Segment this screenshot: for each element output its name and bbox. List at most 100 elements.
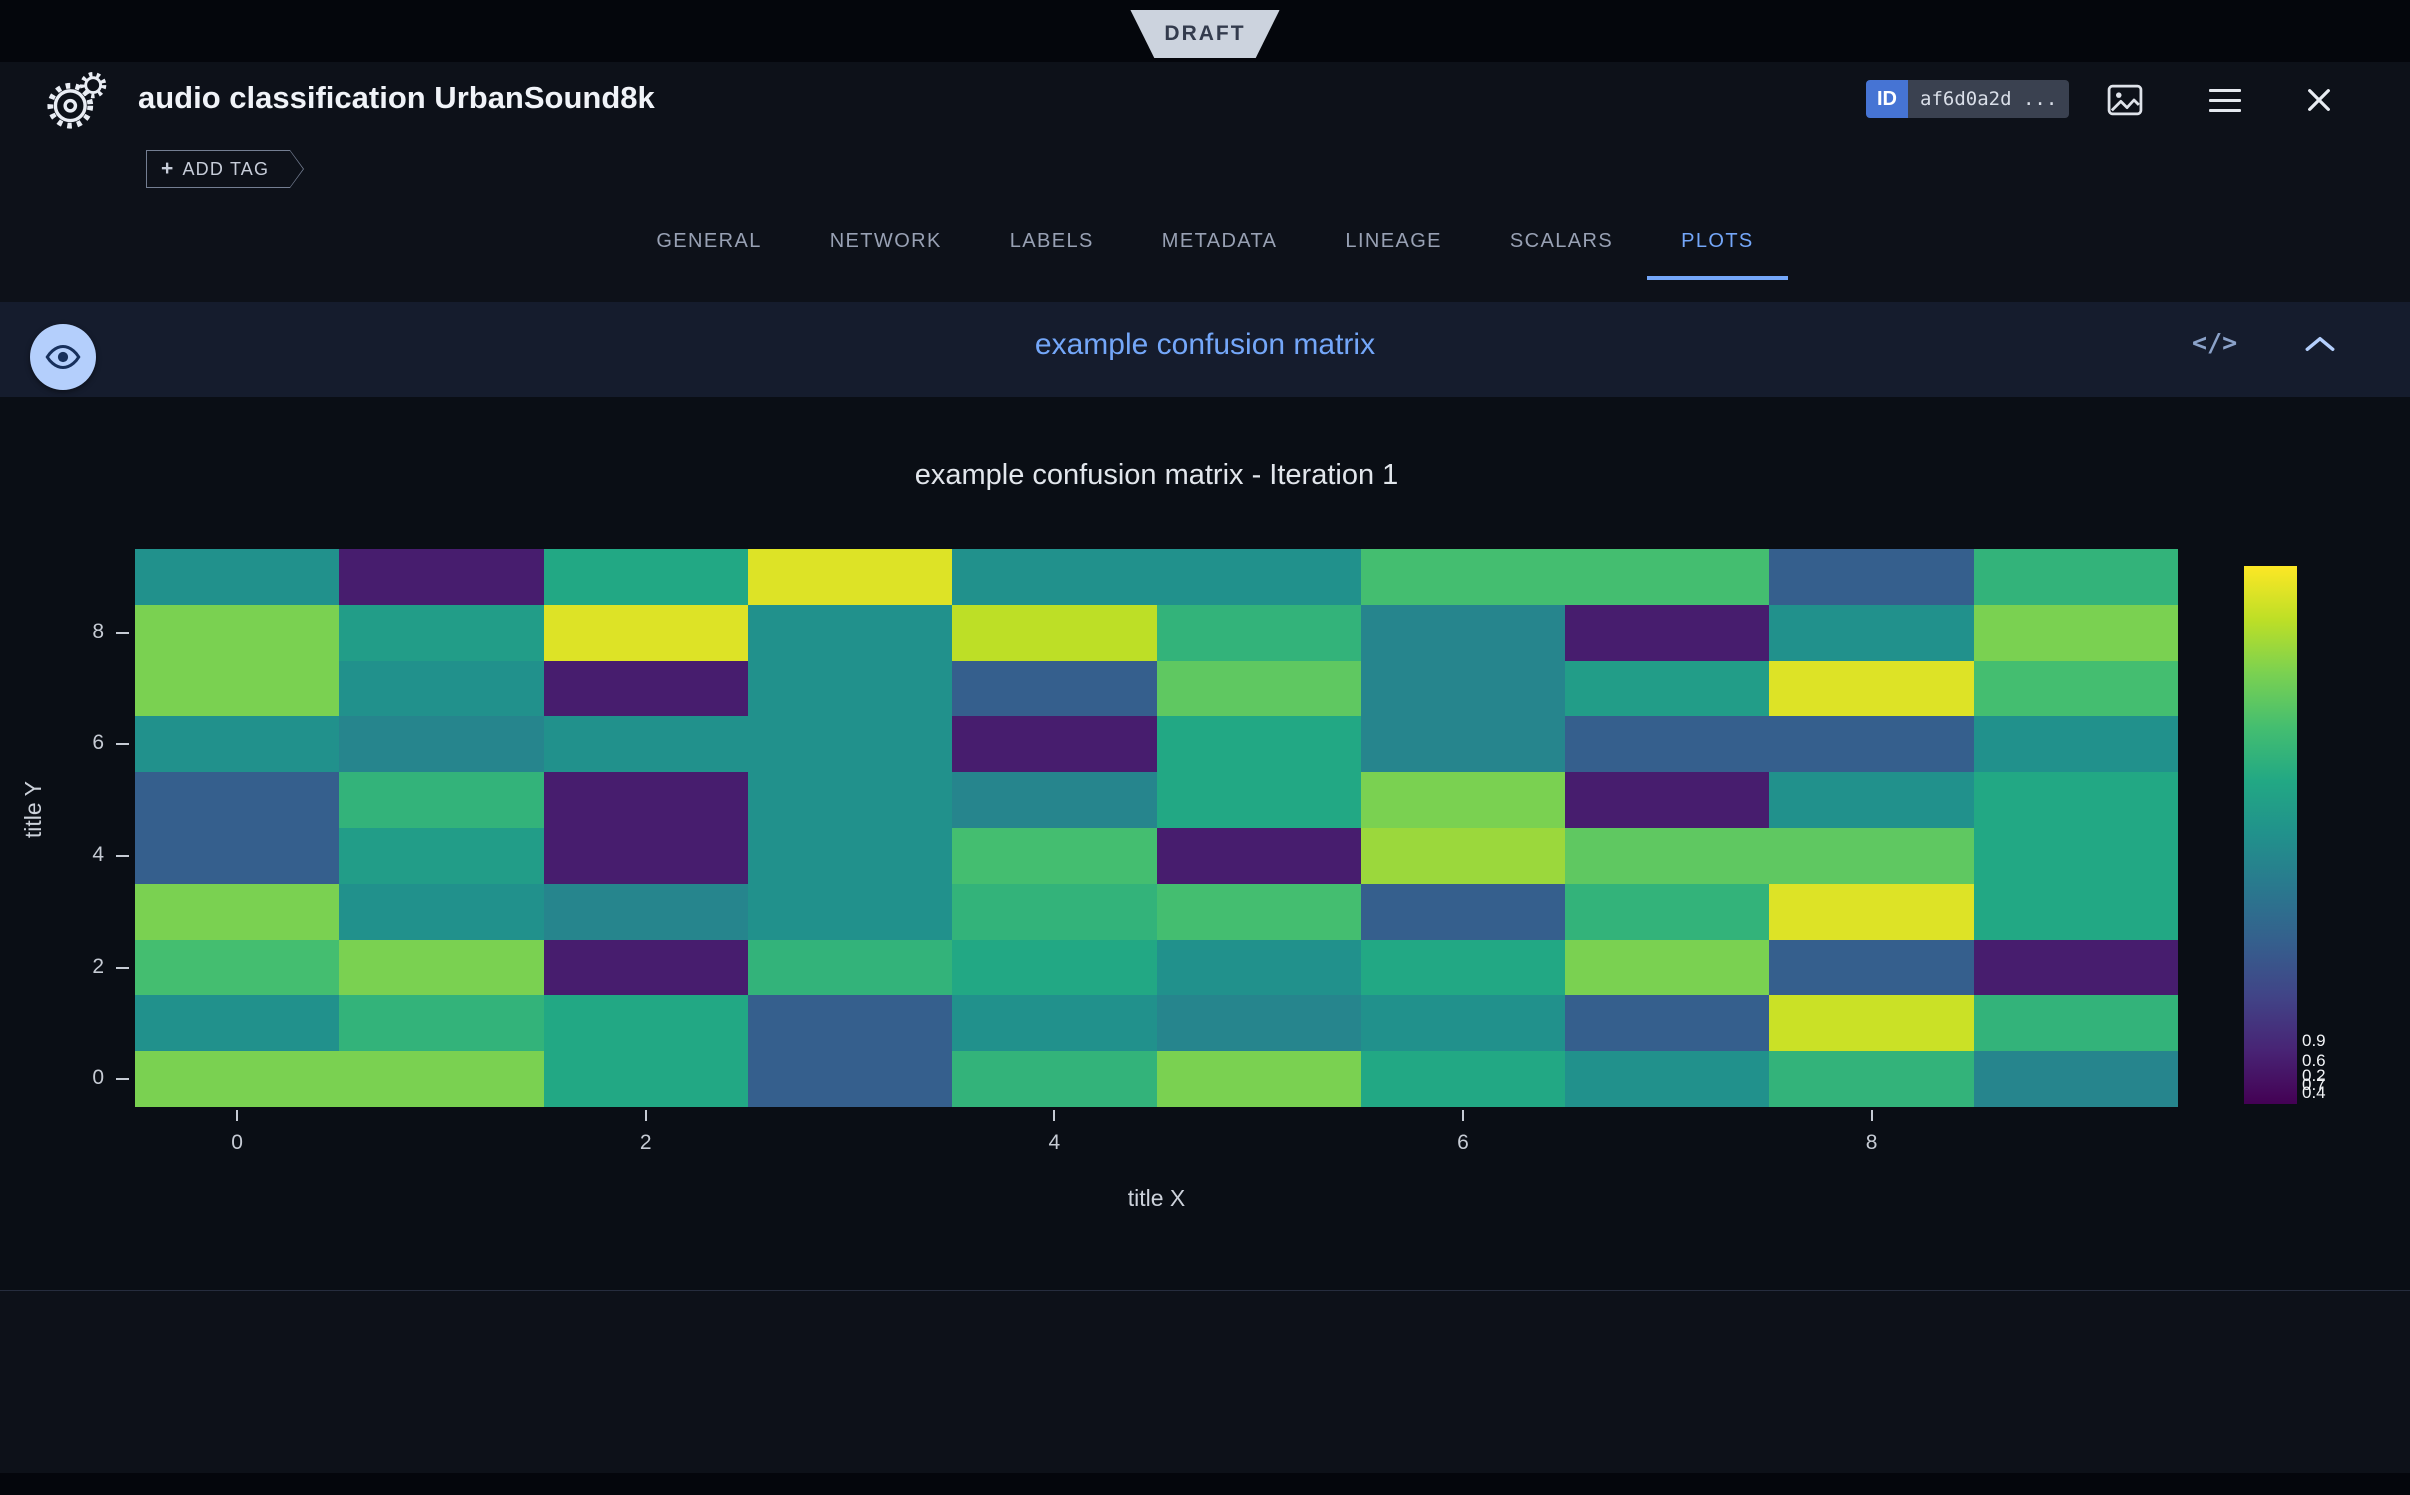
close-icon[interactable] <box>2298 82 2340 118</box>
heatmap-cell[interactable] <box>952 549 1157 605</box>
chevron-up-icon[interactable] <box>2303 334 2337 359</box>
heatmap-cell[interactable] <box>1360 1051 1566 1107</box>
heatmap-cell[interactable] <box>1156 995 1361 1052</box>
heatmap-cell[interactable] <box>747 883 953 940</box>
heatmap-cell[interactable] <box>543 827 748 884</box>
heatmap-cell[interactable] <box>747 827 953 884</box>
heatmap-cell[interactable] <box>339 1051 544 1107</box>
tab-scalars[interactable]: SCALARS <box>1509 229 1614 252</box>
heatmap-cell[interactable] <box>1769 549 1974 605</box>
heatmap-cell[interactable] <box>339 827 544 884</box>
heatmap-cell[interactable] <box>1973 716 2178 773</box>
heatmap-cell[interactable] <box>1973 549 2178 605</box>
plot-section-title[interactable]: example confusion matrix <box>1034 328 1376 361</box>
heatmap-cell[interactable] <box>1769 827 1974 884</box>
tab-lineage[interactable]: LINEAGE <box>1345 229 1442 252</box>
heatmap-cell[interactable] <box>952 827 1157 884</box>
heatmap-cell[interactable] <box>1360 883 1566 940</box>
tab-network[interactable]: NETWORK <box>829 229 942 252</box>
id-badge[interactable]: ID af6d0a2d ... <box>1866 80 2070 118</box>
heatmap-cell[interactable] <box>1156 549 1361 605</box>
heatmap-cell[interactable] <box>339 939 544 996</box>
heatmap-cell[interactable] <box>1565 1051 1770 1107</box>
heatmap-cell[interactable] <box>1156 772 1361 828</box>
heatmap-cell[interactable] <box>1156 939 1361 996</box>
heatmap-cell[interactable] <box>1156 827 1361 884</box>
heatmap-cell[interactable] <box>543 939 748 996</box>
heatmap-cell[interactable] <box>135 827 340 884</box>
heatmap-cell[interactable] <box>339 604 544 661</box>
heatmap-cell[interactable] <box>543 772 748 828</box>
heatmap-cell[interactable] <box>1973 772 2178 828</box>
heatmap-cell[interactable] <box>1565 995 1770 1052</box>
heatmap-cell[interactable] <box>747 549 953 605</box>
heatmap-cell[interactable] <box>1565 772 1770 828</box>
heatmap-cell[interactable] <box>1360 660 1566 717</box>
heatmap-cell[interactable] <box>1973 883 2178 940</box>
heatmap-cell[interactable] <box>952 604 1157 661</box>
heatmap-cell[interactable] <box>952 660 1157 717</box>
heatmap-cell[interactable] <box>339 549 544 605</box>
heatmap-cell[interactable] <box>135 772 340 828</box>
heatmap-cell[interactable] <box>1973 939 2178 996</box>
heatmap-cell[interactable] <box>952 716 1157 773</box>
tab-labels[interactable]: LABELS <box>1009 229 1094 252</box>
heatmap-cell[interactable] <box>135 660 340 717</box>
heatmap-cell[interactable] <box>543 995 748 1052</box>
heatmap-cell[interactable] <box>747 604 953 661</box>
heatmap-cell[interactable] <box>339 772 544 828</box>
heatmap-cell[interactable] <box>1565 549 1770 605</box>
heatmap-cell[interactable] <box>339 716 544 773</box>
heatmap-cell[interactable] <box>543 549 748 605</box>
heatmap-cell[interactable] <box>339 883 544 940</box>
heatmap-cell[interactable] <box>1769 995 1974 1052</box>
heatmap-cell[interactable] <box>135 883 340 940</box>
heatmap-cell[interactable] <box>1769 883 1974 940</box>
heatmap-cell[interactable] <box>1973 995 2178 1052</box>
heatmap-cell[interactable] <box>1156 1051 1361 1107</box>
tab-plots[interactable]: PLOTS <box>1647 206 1788 280</box>
menu-icon[interactable] <box>2204 82 2246 118</box>
heatmap-cell[interactable] <box>747 660 953 717</box>
heatmap-cell[interactable] <box>1769 1051 1974 1107</box>
heatmap-cell[interactable] <box>135 1051 340 1107</box>
heatmap-cell[interactable] <box>339 995 544 1052</box>
heatmap-cell[interactable] <box>1360 772 1566 828</box>
heatmap-cell[interactable] <box>747 939 953 996</box>
heatmap-cell[interactable] <box>543 1051 748 1107</box>
heatmap-cell[interactable] <box>1156 660 1361 717</box>
heatmap-cell[interactable] <box>747 772 953 828</box>
heatmap-cell[interactable] <box>135 716 340 773</box>
heatmap-cell[interactable] <box>952 1051 1157 1107</box>
heatmap-cell[interactable] <box>1360 716 1566 773</box>
add-tag-button[interactable]: + ADD TAG <box>146 150 304 188</box>
heatmap-cell[interactable] <box>1360 549 1566 605</box>
heatmap-cell[interactable] <box>1973 827 2178 884</box>
heatmap-cell[interactable] <box>1769 939 1974 996</box>
heatmap-cell[interactable] <box>135 995 340 1052</box>
image-icon[interactable] <box>2104 82 2146 118</box>
eye-button[interactable] <box>30 324 96 390</box>
heatmap-cell[interactable] <box>1565 660 1770 717</box>
heatmap-cell[interactable] <box>543 660 748 717</box>
heatmap-cell[interactable] <box>1565 716 1770 773</box>
tab-metadata[interactable]: METADATA <box>1161 229 1278 252</box>
heatmap-cell[interactable] <box>1360 604 1566 661</box>
heatmap-cell[interactable] <box>747 716 953 773</box>
heatmap-cell[interactable] <box>1156 883 1361 940</box>
heatmap-cell[interactable] <box>1565 604 1770 661</box>
heatmap-cell[interactable] <box>135 939 340 996</box>
heatmap-cell[interactable] <box>1973 1051 2178 1107</box>
heatmap-cell[interactable] <box>543 604 748 661</box>
heatmap-cell[interactable] <box>952 995 1157 1052</box>
heatmap-cell[interactable] <box>1973 604 2178 661</box>
heatmap-cell[interactable] <box>1769 604 1974 661</box>
heatmap-cell[interactable] <box>339 660 544 717</box>
code-icon[interactable]: </> <box>2192 328 2238 357</box>
heatmap-cell[interactable] <box>135 604 340 661</box>
heatmap-cell[interactable] <box>1565 827 1770 884</box>
heatmap-cell[interactable] <box>543 883 748 940</box>
heatmap-cell[interactable] <box>1769 772 1974 828</box>
heatmap-cell[interactable] <box>1973 660 2178 717</box>
heatmap-cell[interactable] <box>1769 660 1974 717</box>
